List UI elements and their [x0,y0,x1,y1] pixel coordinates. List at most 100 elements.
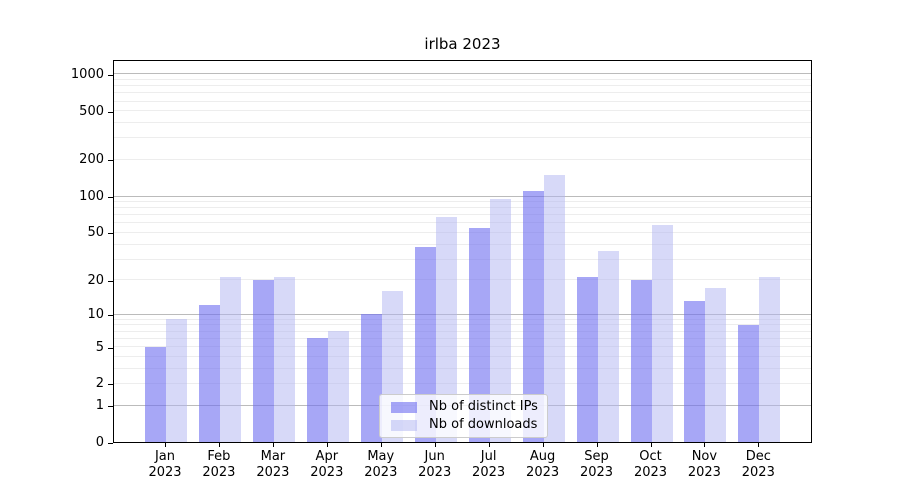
gridline-minor [114,78,811,80]
y-tick-mark [108,384,113,386]
gridline-minor [114,367,811,369]
bar-distinct-ips [738,324,760,442]
bar-downloads [705,287,727,442]
gridline-minor [114,243,811,245]
x-tick-mark [542,443,544,447]
gridline-minor [114,110,811,112]
legend-swatch-downloads [391,419,417,431]
gridline-minor [114,100,811,102]
bar-distinct-ips [630,279,652,442]
y-tick-mark [108,111,113,113]
gridline-minor [114,201,811,203]
gridline-minor [114,279,811,281]
x-tick-label: Nov 2023 [687,449,721,480]
bar-distinct-ips [252,279,274,442]
x-tick-label: Jan 2023 [148,449,182,480]
bar-distinct-ips [306,338,328,442]
y-tick-mark [108,280,113,282]
bar-distinct-ips [684,301,706,442]
x-tick-mark [758,443,760,447]
gridline-minor [114,337,811,339]
bar-downloads [219,277,241,442]
gridline-minor [114,122,811,123]
x-tick-label: Feb 2023 [202,449,236,480]
gridline-minor [114,231,811,233]
gridline-minor [114,258,811,260]
x-tick-label: Jun 2023 [418,449,452,480]
gridline-minor [114,382,811,384]
y-tick-mark [108,347,113,349]
gridline-major [114,73,811,75]
bar-downloads [651,224,673,442]
bar-distinct-ips [414,246,436,442]
y-tick-mark [108,197,113,198]
gridline-minor [114,330,811,332]
gridline-minor [114,318,811,320]
x-tick-label: Jul 2023 [472,449,506,480]
y-tick-mark [108,443,113,444]
gridline-minor [114,92,811,94]
gridline-major [114,313,811,315]
legend-label-distinct-ips: Nb of distinct IPs [429,399,538,414]
x-tick-label: Apr 2023 [310,449,344,480]
x-tick-label: Aug 2023 [526,449,560,480]
x-tick-mark [434,443,436,447]
gridline-minor [114,222,811,224]
bar-downloads [435,217,457,442]
bar-distinct-ips [522,191,544,442]
x-tick-mark [165,443,166,447]
x-tick-mark [272,443,274,447]
y-tick-label: 0 [95,435,104,450]
y-tick-label: 500 [79,103,104,119]
y-tick-mark [108,406,113,408]
y-tick-label: 5 [95,339,104,355]
y-tick-mark [108,160,113,162]
x-tick-label: Sep 2023 [579,449,614,480]
y-tick-label: 2 [95,376,104,392]
x-tick-mark [488,443,490,447]
x-tick-mark [650,443,652,447]
y-tick-label: 50 [87,225,104,241]
x-tick-mark [380,443,382,447]
gridline-minor [114,214,811,216]
legend-item-distinct-ips: Nb of distinct IPs [391,399,539,415]
x-tick-mark [326,443,328,447]
bar-distinct-ips [360,314,382,442]
x-tick-mark [218,443,220,447]
gridline-minor [114,158,811,160]
y-tick-label: 10 [87,307,104,323]
y-tick-label: 1000 [70,66,104,82]
y-tick-mark [108,233,113,235]
y-tick-label: 20 [87,272,104,288]
legend: Nb of distinct IPs Nb of downloads [379,394,548,438]
chart-title: irlba 2023 [424,35,501,53]
legend-swatch-distinct-ips [391,401,417,413]
gridline-major [114,195,811,197]
y-tick-label: 100 [79,189,104,204]
bar-downloads [273,277,295,442]
gridline-minor [114,355,811,357]
x-tick-mark [596,443,598,447]
gridline-minor [114,207,811,209]
bar-distinct-ips [468,228,490,442]
bar-downloads [597,251,619,442]
y-tick-mark [108,74,113,76]
bar-distinct-ips [198,305,220,442]
legend-label-downloads: Nb of downloads [429,417,538,432]
gridline-minor [114,85,811,87]
gridline-minor [114,346,811,347]
gridline-minor [114,137,811,139]
gridline-minor [114,324,811,326]
x-tick-label: Dec 2023 [741,449,775,480]
bar-downloads [166,319,187,442]
bar-downloads [759,277,781,442]
bar-downloads [327,331,349,442]
bar-distinct-ips [576,277,598,442]
plot-area: Nb of distinct IPs Nb of downloads [113,60,812,443]
legend-item-downloads: Nb of downloads [391,417,539,433]
y-tick-label: 200 [79,152,104,168]
bar-downloads [489,198,511,442]
y-tick-mark [108,315,113,317]
y-tick-label: 1 [95,398,104,414]
